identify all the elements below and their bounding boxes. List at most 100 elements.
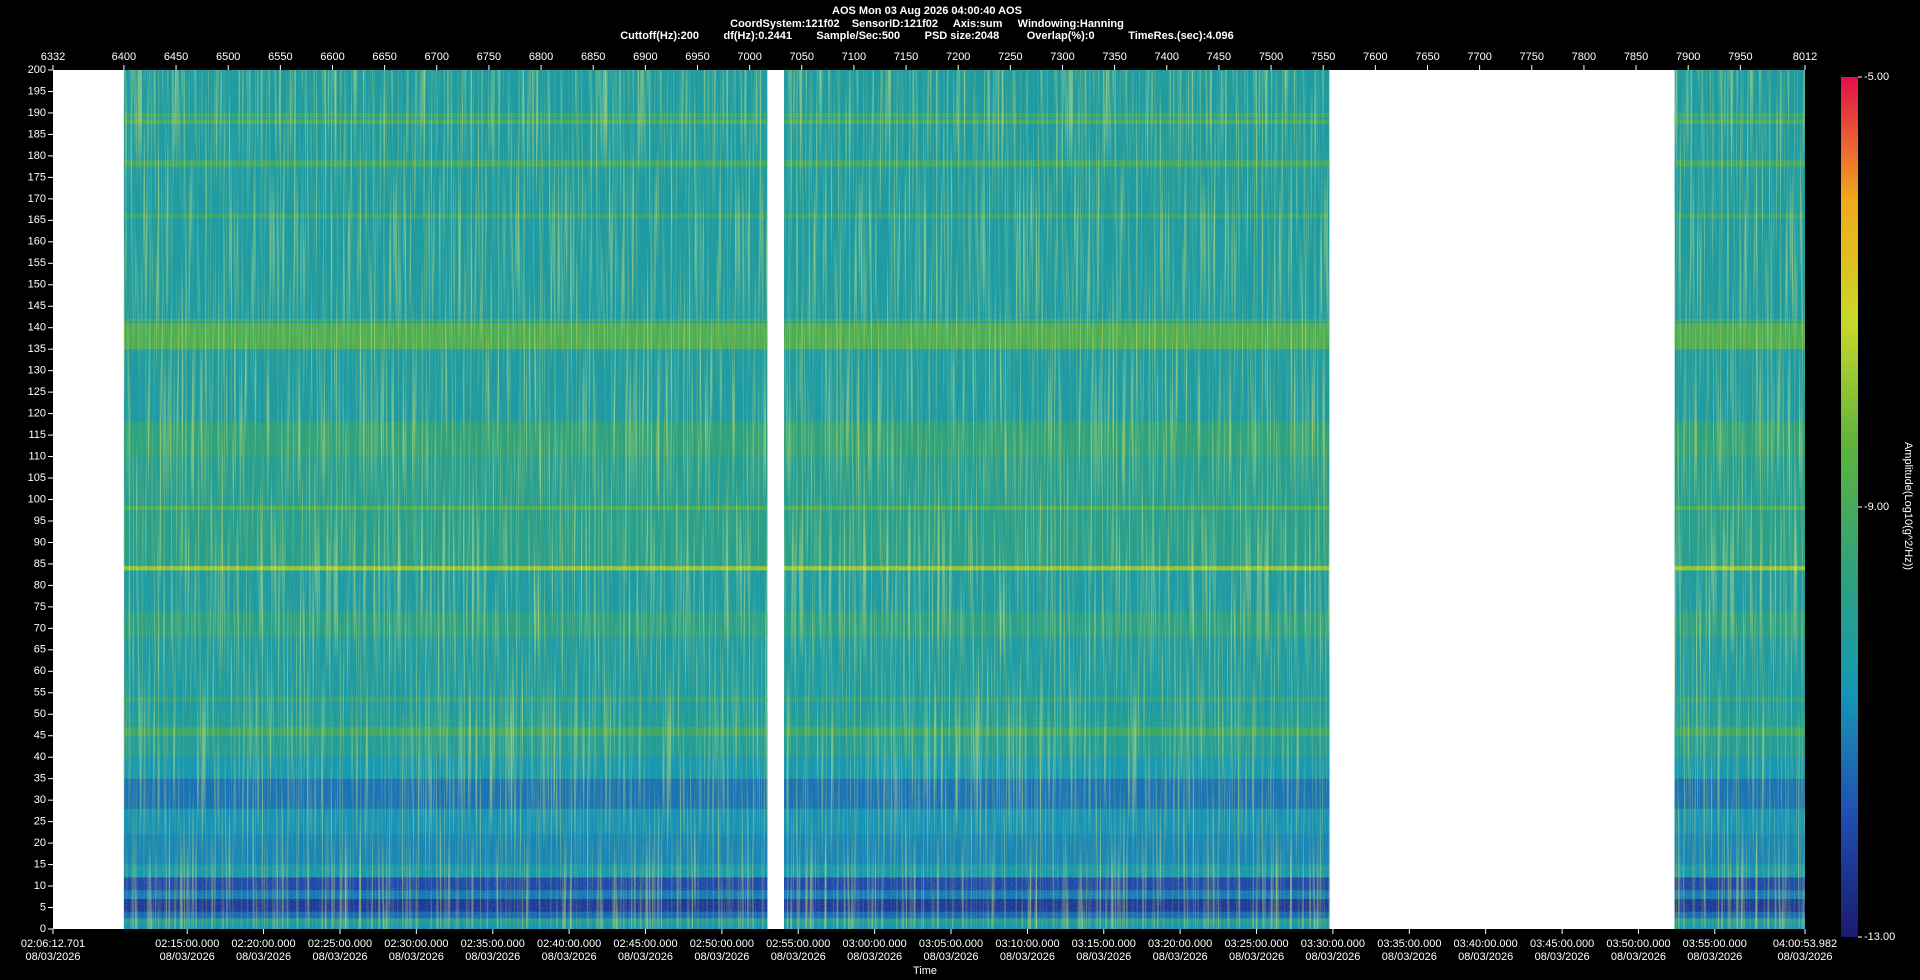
texture-speckle [123,70,768,929]
x-tick-label: 7750 [1520,51,1544,63]
y-tick-label: 10 [34,880,46,892]
time-tick-date: 08/03/2026 [694,951,749,963]
time-tick-label: 03:10:00.000 [995,938,1059,950]
y-tick-label: 80 [34,579,46,591]
time-tick-label: 03:55:00.000 [1683,938,1747,950]
x-tick-label: 7200 [946,51,970,63]
y-tick-label: 20 [34,837,46,849]
x-tick-label: 8012 [1793,51,1817,63]
time-tick-date: 08/03/2026 [1458,951,1513,963]
colorbar [1841,77,1858,937]
time-tick-date: 08/03/2026 [389,951,444,963]
time-tick-date: 08/03/2026 [618,951,673,963]
x-tick-label: 7450 [1207,51,1231,63]
x-tick-label: 6550 [268,51,292,63]
time-tick-label: 03:40:00.000 [1454,938,1518,950]
x-axis-label: Time [913,965,937,977]
x-tick-label: 6850 [581,51,605,63]
x-tick-label: 7950 [1728,51,1752,63]
time-tick-label: 02:30:00.000 [384,938,448,950]
time-tick-label: 03:45:00.000 [1530,938,1594,950]
time-tick-date: 08/03/2026 [847,951,902,963]
x-tick-label: 7350 [1102,51,1126,63]
time-tick-date: 08/03/2026 [1153,951,1208,963]
time-tick-date: 08/03/2026 [1000,951,1055,963]
y-tick-label: 95 [34,515,46,527]
data-segment [123,70,768,929]
time-tick-date: 08/03/2026 [465,951,520,963]
x-tick-label: 6400 [112,51,136,63]
y-tick-label: 160 [28,236,46,248]
y-tick-label: 5 [40,901,46,913]
x-tick-label: 7850 [1624,51,1648,63]
y-tick-label: 120 [28,408,46,420]
colorbar-tick-label: -13.00 [1864,931,1895,943]
time-tick-date: 08/03/2026 [1687,951,1742,963]
y-tick-label: 0 [40,923,46,935]
y-tick-label: 70 [34,622,46,634]
time-tick-date: 08/03/2026 [160,951,215,963]
time-tick-label: 02:50:00.000 [690,938,754,950]
x-tick-label: 6700 [425,51,449,63]
y-tick-label: 40 [34,751,46,763]
time-tick-label: 02:40:00.000 [537,938,601,950]
colorbar-tick-label: -9.00 [1864,501,1889,513]
y-tick-label: 170 [28,193,46,205]
x-tick-label: 7100 [842,51,866,63]
y-tick-label: 180 [28,150,46,162]
y-tick-label: 65 [34,644,46,656]
time-tick-date: 08/03/2026 [1076,951,1131,963]
time-tick-date: 08/03/2026 [25,951,80,963]
y-tick-label: 130 [28,365,46,377]
y-tick-label: 125 [28,386,46,398]
x-tick-label: 6600 [320,51,344,63]
texture-speckle [1674,70,1805,929]
y-tick-label: 190 [28,107,46,119]
chart-title: AOS Mon 03 Aug 2026 04:00:40 AOS [832,5,1022,17]
x-tick-label: 6950 [685,51,709,63]
time-tick-label: 03:00:00.000 [843,938,907,950]
x-tick-label: 7700 [1467,51,1491,63]
time-tick-date: 08/03/2026 [1229,951,1284,963]
y-tick-label: 195 [28,85,46,97]
x-tick-label: 6450 [164,51,188,63]
y-tick-label: 185 [28,128,46,140]
time-tick-date: 08/03/2026 [312,951,367,963]
y-tick-label: 85 [34,558,46,570]
x-tick-label: 7050 [790,51,814,63]
time-tick-label: 03:05:00.000 [919,938,983,950]
time-tick-date: 08/03/2026 [1535,951,1590,963]
time-tick-label: 02:35:00.000 [461,938,525,950]
colorbar-label: Amplitude(Log10(g^2/Hz)) [1902,442,1914,570]
time-tick-date: 08/03/2026 [1382,951,1437,963]
data-segment [1674,70,1805,929]
time-tick-date: 08/03/2026 [771,951,826,963]
x-tick-label: 7900 [1676,51,1700,63]
y-tick-label: 60 [34,665,46,677]
x-tick-label: 7800 [1572,51,1596,63]
x-tick-label: 7400 [1155,51,1179,63]
time-tick-date: 08/03/2026 [923,951,978,963]
y-tick-label: 55 [34,687,46,699]
y-tick-label: 50 [34,708,46,720]
x-tick-label: 6750 [477,51,501,63]
time-tick-label: 03:15:00.000 [1072,938,1136,950]
y-tick-label: 105 [28,472,46,484]
y-tick-label: 145 [28,300,46,312]
time-tick-label: 03:30:00.000 [1301,938,1365,950]
y-tick-label: 100 [28,493,46,505]
y-tick-label: 115 [28,429,46,441]
y-tick-label: 155 [28,257,46,269]
y-tick-label: 30 [34,794,46,806]
plot-area [53,70,1805,929]
time-tick-label: 03:50:00.000 [1606,938,1670,950]
time-tick-label: 04:00:53.982 [1773,938,1837,950]
y-tick-label: 35 [34,773,46,785]
time-tick-label: 02:55:00.000 [766,938,830,950]
y-tick-label: 25 [34,816,46,828]
time-tick-date: 08/03/2026 [1777,951,1832,963]
time-tick-label: 02:20:00.000 [231,938,295,950]
y-tick-label: 15 [34,858,46,870]
